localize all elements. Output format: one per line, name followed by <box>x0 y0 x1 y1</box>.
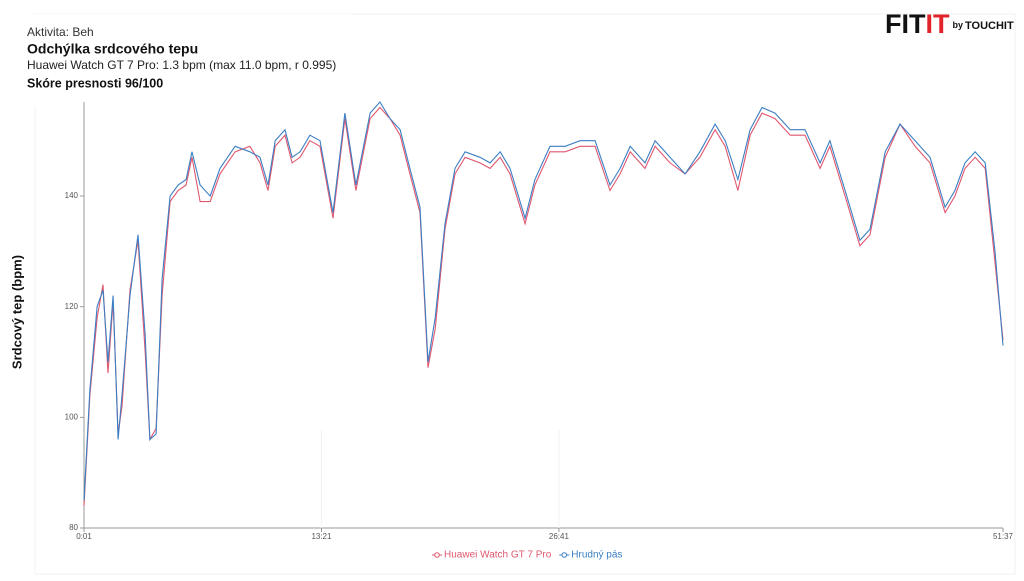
y-axis-label: Srdcový tep (bpm) <box>9 255 24 369</box>
x-tick-label: 13:21 <box>311 532 332 541</box>
score: Skóre presnosti 96/100 <box>27 76 163 90</box>
legend-label: Huawei Watch GT 7 Pro <box>444 550 552 561</box>
legend-label: Hrudný pás <box>571 550 622 561</box>
x-tick-label: 0:01 <box>76 532 92 541</box>
chart-title: Odchýlka srdcového tepu <box>27 41 198 57</box>
y-tick-label: 120 <box>65 302 79 311</box>
legend-marker <box>561 552 568 558</box>
legend-marker <box>434 552 440 558</box>
activity: Aktivita: Beh <box>27 25 94 39</box>
series-line <box>83 106 1004 506</box>
chart-subtitle: Huawei Watch GT 7 Pro: 1.3 bpm (max 11.0… <box>27 58 336 72</box>
y-tick-label: 140 <box>65 191 79 200</box>
series-line <box>83 101 1004 501</box>
logo-touchit: TOUCHIT <box>965 20 1014 32</box>
info-box <box>12 14 352 106</box>
logo: FITIT by TOUCHIT <box>885 9 1014 39</box>
y-tick-label: 80 <box>69 523 78 532</box>
x-tick-label: 26:41 <box>549 532 570 541</box>
x-tick-label: 51:37 <box>993 532 1014 541</box>
logo-it: IT <box>926 9 951 39</box>
y-tick-label: 100 <box>65 412 79 421</box>
logo-by: by <box>953 20 964 30</box>
chart-frame <box>34 13 1016 575</box>
logo-fit: FIT <box>885 9 926 39</box>
